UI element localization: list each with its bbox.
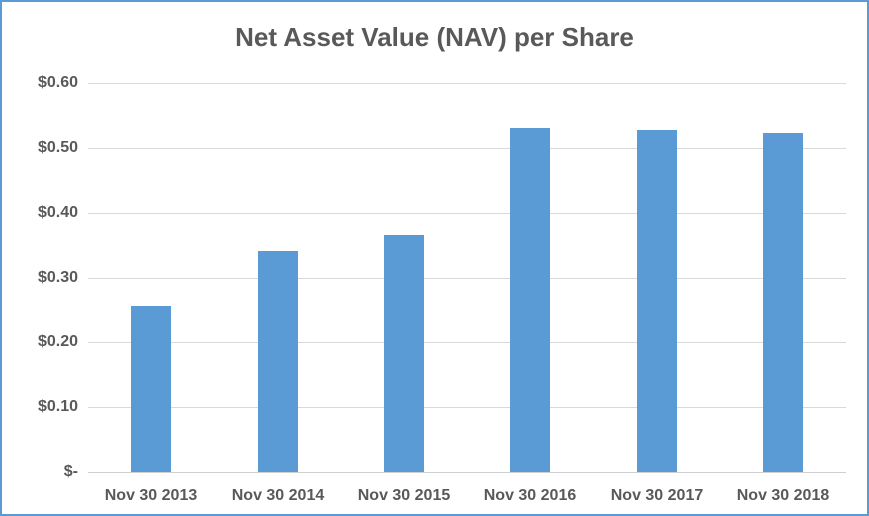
- y-tick-label: $0.30: [37, 269, 78, 286]
- gridline-060: [88, 83, 846, 84]
- y-tick-label: $0.40: [37, 204, 78, 221]
- bar-nov-30-2018: [763, 133, 803, 472]
- x-tick-label: Nov 30 2014: [231, 487, 325, 504]
- bar-nov-30-2013: [131, 306, 171, 472]
- plot-area: [88, 83, 846, 473]
- x-tick-label: Nov 30 2015: [357, 487, 451, 504]
- bar-nov-30-2016: [510, 128, 550, 472]
- y-tick-label: $0.50: [37, 139, 78, 156]
- gridline-020: [88, 342, 846, 343]
- y-tick-label: $-: [63, 463, 78, 480]
- y-tick-label: $0.10: [37, 398, 78, 415]
- bar-nov-30-2015: [384, 235, 424, 472]
- chart-title: Net Asset Value (NAV) per Share: [235, 22, 634, 52]
- y-tick-label: $0.20: [37, 333, 78, 350]
- bar-nov-30-2014: [258, 251, 298, 472]
- y-tick-label: $0.60: [37, 74, 78, 91]
- x-axis-line: [88, 472, 846, 473]
- gridline-010: [88, 407, 846, 408]
- x-tick-label: Nov 30 2018: [736, 487, 830, 504]
- x-tick-label: Nov 30 2013: [104, 487, 198, 504]
- gridline-030: [88, 278, 846, 279]
- bar-nov-30-2017: [637, 130, 677, 472]
- x-tick-label: Nov 30 2017: [610, 487, 704, 504]
- x-tick-label: Nov 30 2016: [483, 487, 577, 504]
- gridline-040: [88, 213, 846, 214]
- gridline-050: [88, 148, 846, 149]
